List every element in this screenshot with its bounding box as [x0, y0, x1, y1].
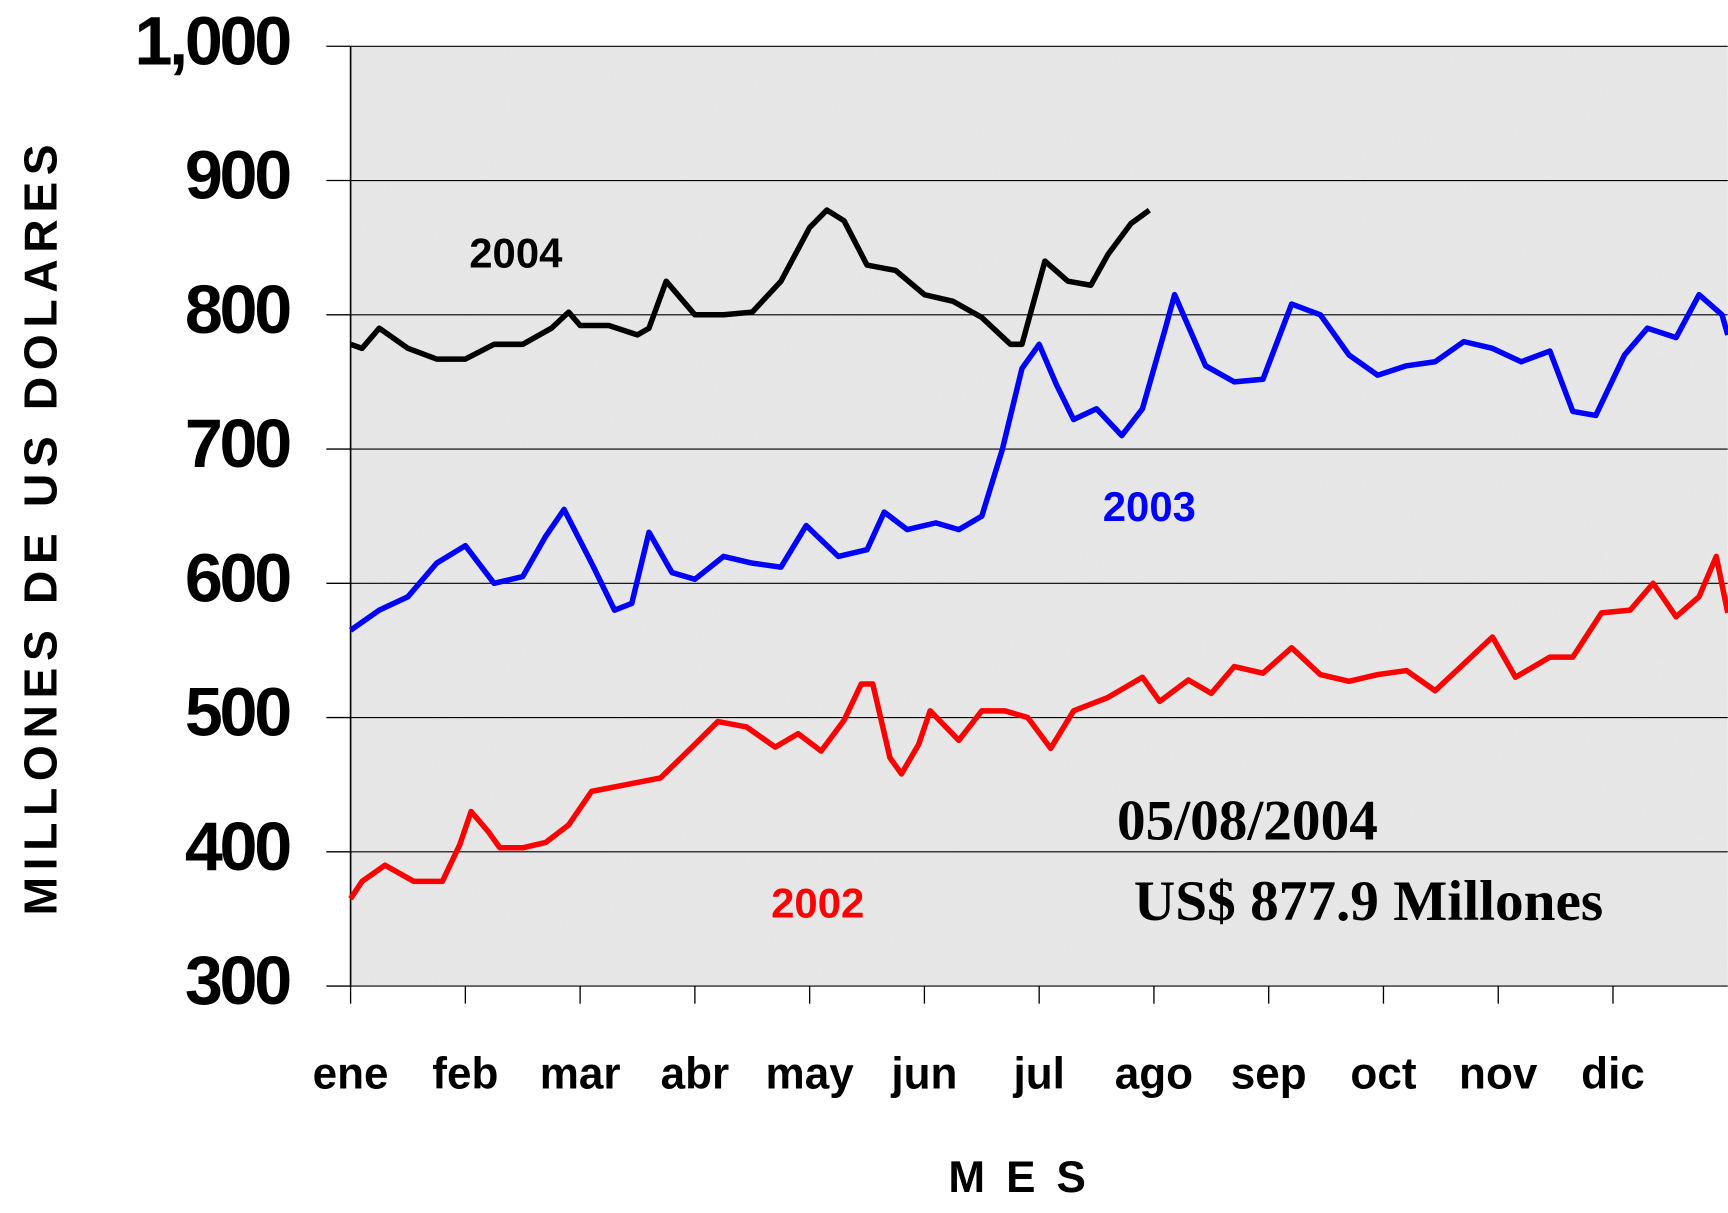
plot-texture [350, 46, 1728, 987]
series-line [348, 553, 1728, 901]
annotation: US$ 877.9 Millones [1134, 870, 1603, 933]
x-tick-label: mar [540, 1050, 621, 1099]
x-tick-label: may [766, 1050, 855, 1099]
series-line [349, 291, 1728, 633]
series-label: 2003 [1103, 483, 1196, 530]
y-tick-label: 400 [185, 809, 290, 885]
y-tick-label: 1,000 [135, 3, 291, 79]
x-tick-label: sep [1231, 1050, 1307, 1099]
x-tick-label: dic [1581, 1050, 1645, 1099]
x-tick-label: oct [1350, 1050, 1416, 1099]
x-tick-label: ago [1115, 1050, 1193, 1099]
x-axis-title: M E S [948, 1153, 1090, 1202]
x-tick-label: abr [661, 1050, 730, 1099]
x-tick-label: ene [313, 1050, 389, 1099]
y-axis-title: MILLONES DE US DOLARES [15, 138, 67, 916]
x-tick-label: jun [890, 1050, 957, 1099]
series-line [349, 207, 1151, 362]
x-tick-label: jul [1012, 1050, 1064, 1099]
y-tick-label: 300 [185, 943, 290, 1019]
y-tick-label: 900 [185, 138, 290, 214]
x-tick-label: nov [1459, 1050, 1538, 1099]
y-tick-label: 600 [185, 540, 290, 616]
annotation: 05/08/2004 [1117, 790, 1378, 853]
series-label: 2004 [469, 230, 563, 277]
x-tick-label: feb [432, 1050, 498, 1099]
y-tick-label: 800 [185, 272, 290, 348]
series-label: 2002 [771, 880, 864, 927]
y-tick-label: 700 [185, 406, 290, 482]
y-tick-label: 500 [185, 675, 290, 751]
